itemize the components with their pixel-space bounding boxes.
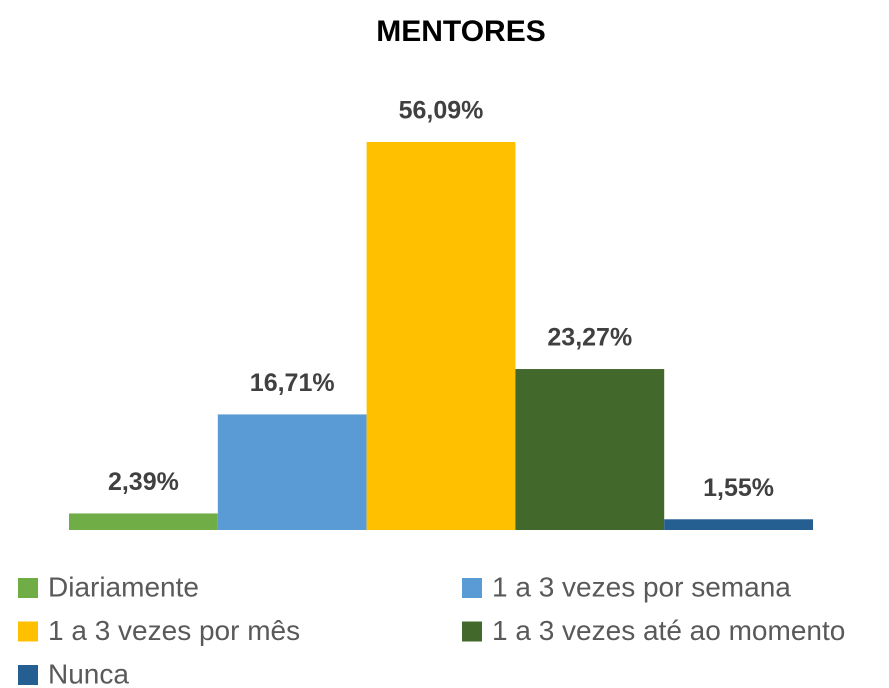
bar xyxy=(217,414,367,530)
chart-title: MENTORES xyxy=(376,15,545,48)
legend-swatch xyxy=(462,578,482,598)
legend-swatch xyxy=(18,578,38,598)
bar xyxy=(69,513,218,530)
legend-label: Diariamente xyxy=(48,571,199,602)
data-label: 16,71% xyxy=(250,369,335,397)
bar xyxy=(515,369,665,530)
legend-label: Nunca xyxy=(48,658,129,688)
legend-label: 1 a 3 vezes até ao momento xyxy=(492,615,845,646)
legend-swatch xyxy=(462,621,482,642)
bar xyxy=(664,519,813,530)
data-label: 2,39% xyxy=(108,468,179,496)
legend-swatch xyxy=(18,621,38,642)
data-label: 23,27% xyxy=(547,324,632,352)
legend-label: 1 a 3 vezes por mês xyxy=(48,615,300,646)
bar xyxy=(366,142,516,530)
legend-label: 1 a 3 vezes por semana xyxy=(492,571,791,602)
data-label: 1,55% xyxy=(703,474,774,502)
data-label: 56,09% xyxy=(399,97,484,125)
legend-swatch xyxy=(18,665,38,685)
